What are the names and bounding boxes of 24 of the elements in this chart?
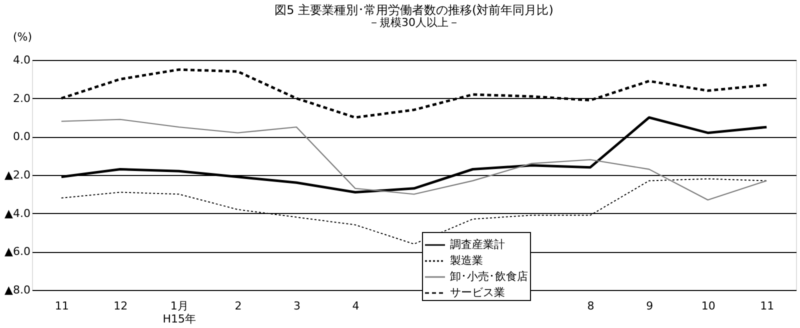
x-tick-label: 11 [760, 300, 774, 312]
x-tick-label: 8 [587, 300, 594, 312]
y-axis-title: (%) [12, 30, 32, 44]
x-tick-label: 2 [234, 300, 242, 312]
x-tick-label: 12 [114, 300, 128, 312]
y-tick-label: ▲4.0 [4, 206, 30, 220]
y-tick-label: ▲6.0 [4, 245, 30, 258]
x-tick-label: 4 [352, 300, 360, 312]
y-tick-label: 0.0 [13, 130, 30, 144]
legend-label: 卸･小売･飲食店 [450, 270, 528, 283]
x-tick-label: 11 [54, 300, 69, 312]
chart-title: 図5 主要業種別･常用労働者数の推移(対前年同月比) [274, 3, 554, 17]
x-tick-label: 9 [646, 300, 654, 312]
y-tick-label: 2.0 [13, 92, 30, 105]
y-tick-label: ▲2.0 [4, 168, 30, 182]
y-tick-label: ▲8.0 [4, 284, 30, 296]
legend-label: 製造業 [450, 254, 483, 267]
x-tick-label: 10 [701, 300, 716, 312]
legend-label: 調査産業計 [450, 238, 505, 251]
x-tick-label: 3 [293, 300, 300, 312]
chart-subtitle: －規模30人以上－ [368, 16, 460, 29]
y-tick-label: 4.0 [13, 54, 30, 66]
x-tick-label: 1月 H15年 [162, 300, 196, 326]
legend-label: サービス業 [450, 286, 505, 299]
